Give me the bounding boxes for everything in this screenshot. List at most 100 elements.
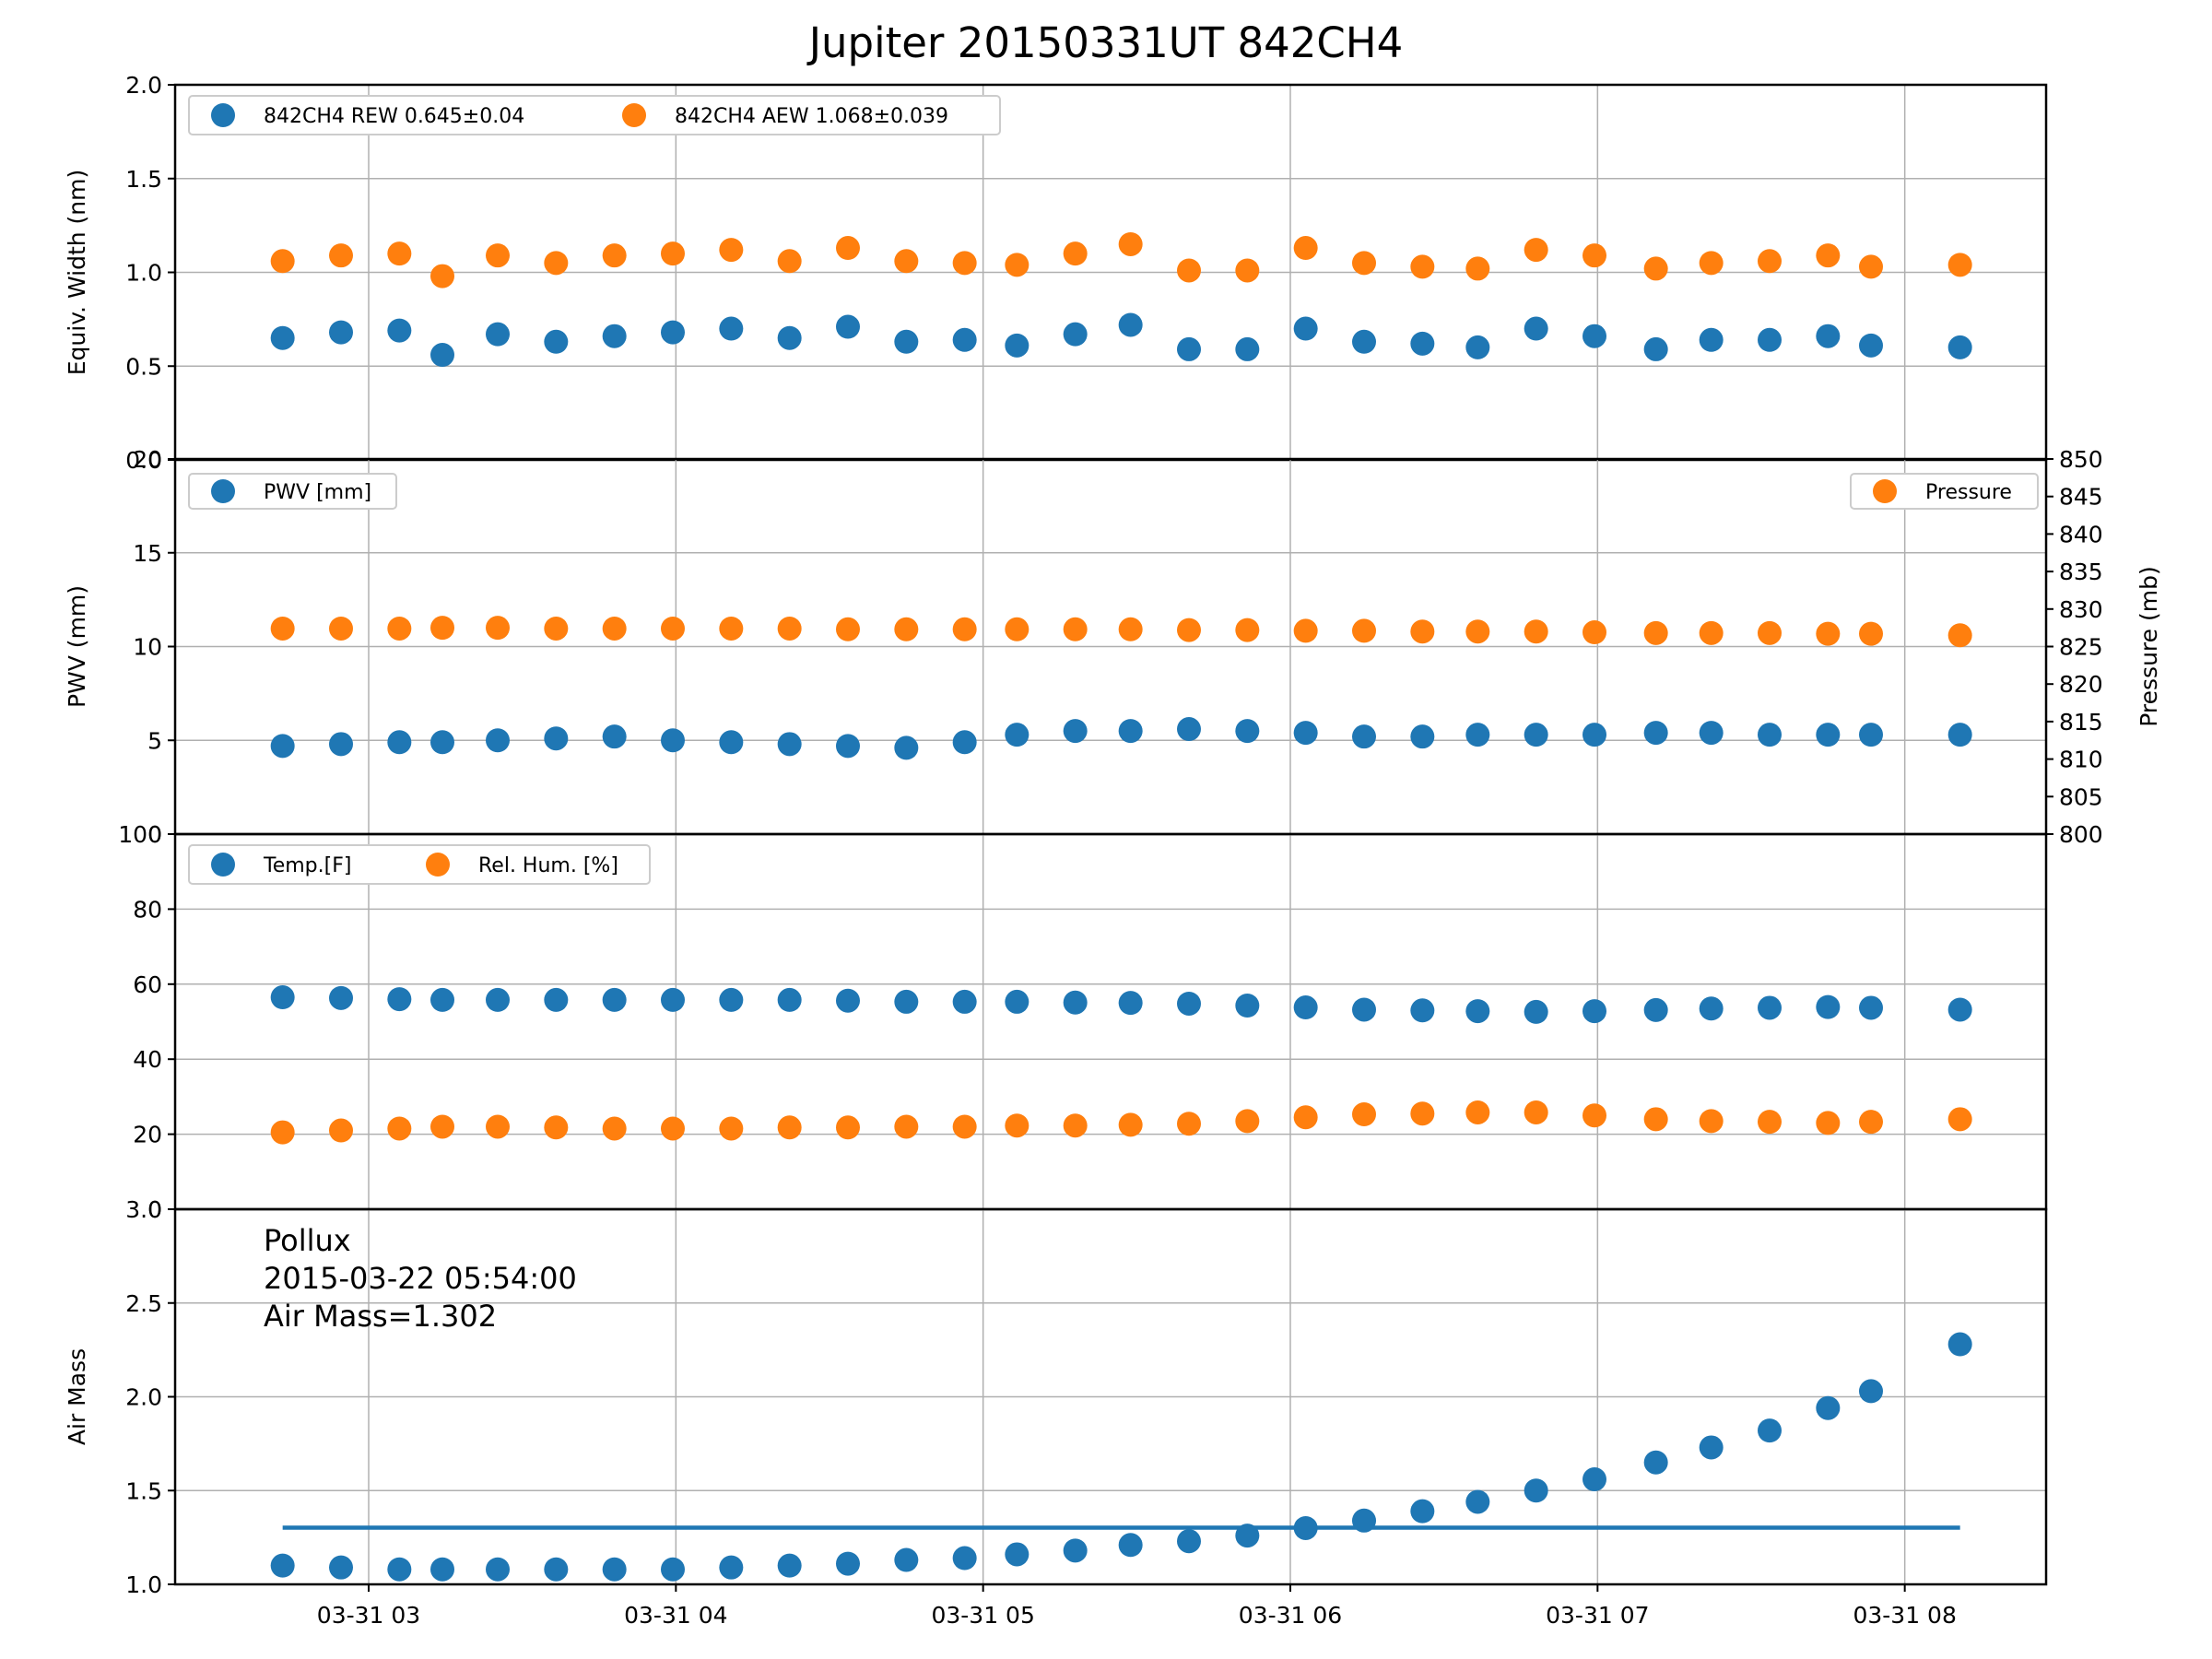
data-point	[952, 251, 977, 276]
data-point	[1118, 719, 1143, 744]
data-point	[1947, 1332, 1972, 1357]
legend-marker	[426, 853, 450, 877]
data-point	[1293, 1105, 1318, 1130]
data-point	[1583, 1103, 1606, 1128]
y-tick-label: 0	[147, 821, 162, 848]
data-point	[430, 1557, 454, 1582]
data-point	[661, 320, 685, 345]
data-point	[1643, 997, 1668, 1022]
data-point	[1758, 995, 1782, 1020]
x-tick-label: 03-31 08	[1853, 1602, 1956, 1629]
y2-tick-label: 845	[2059, 484, 2103, 511]
x-tick-label: 03-31 06	[1239, 1602, 1342, 1629]
legend-marker	[211, 479, 235, 503]
y2-tick-label: 825	[2059, 634, 2103, 661]
data-point	[1063, 1538, 1088, 1563]
data-point	[1816, 723, 1841, 747]
data-point	[602, 324, 627, 348]
y-tick-label: 20	[133, 1122, 162, 1148]
data-point	[544, 251, 569, 276]
data-point	[1643, 256, 1668, 281]
y-tick-label: 2.5	[125, 1290, 162, 1317]
legend-label: 842CH4 AEW 1.068±0.039	[675, 105, 948, 128]
data-point	[486, 1557, 510, 1582]
data-point	[1118, 617, 1143, 641]
panel-4: 1.0 1.5 2.0 2.5 3.0 Air Mass Pollux2015-03-22 …	[64, 1196, 2048, 1629]
data-point	[602, 987, 627, 1012]
annotation-line: Pollux	[264, 1223, 351, 1258]
data-point	[1005, 333, 1030, 358]
data-point	[329, 1118, 353, 1143]
data-point	[1177, 618, 1201, 642]
data-point	[1524, 1478, 1548, 1503]
data-point	[661, 1557, 685, 1582]
data-point	[777, 987, 802, 1012]
data-point	[1063, 617, 1088, 641]
data-point	[1524, 238, 1548, 263]
data-point	[719, 316, 744, 341]
data-point	[1235, 719, 1260, 744]
data-point	[1816, 621, 1841, 646]
data-point	[544, 1115, 569, 1140]
data-point	[1859, 1110, 1883, 1135]
data-point	[1235, 1524, 1260, 1548]
data-point	[387, 1557, 412, 1582]
data-point	[486, 1114, 510, 1139]
data-point	[1063, 719, 1088, 744]
y2-tick-label: 815	[2059, 709, 2103, 735]
data-point	[1758, 620, 1782, 645]
data-point	[1177, 991, 1201, 1016]
data-point	[1063, 241, 1088, 266]
legend-box	[1850, 473, 2039, 510]
data-point	[544, 987, 569, 1012]
data-point	[1465, 619, 1490, 644]
data-point	[1816, 243, 1841, 268]
data-point	[1758, 723, 1782, 747]
data-point	[430, 616, 454, 641]
data-point	[1524, 1100, 1548, 1124]
y-tick-label: 40	[133, 1046, 162, 1073]
data-point	[1699, 327, 1724, 352]
data-point	[1643, 336, 1668, 361]
data-point	[1465, 723, 1490, 747]
data-point	[602, 1116, 627, 1141]
data-point	[486, 728, 510, 753]
legend-marker	[622, 103, 646, 127]
data-point	[1758, 249, 1782, 274]
data-point	[952, 1114, 977, 1139]
data-point	[329, 1555, 353, 1580]
data-point	[430, 1114, 454, 1139]
legend-label: Pressure	[1925, 481, 2012, 504]
data-point	[544, 329, 569, 354]
data-point	[1816, 324, 1841, 348]
y-tick-label: 20	[133, 446, 162, 473]
y-tick-label: 1.5	[125, 166, 162, 193]
data-point	[1816, 1111, 1841, 1135]
y-tick-label: 2.0	[125, 72, 162, 99]
data-point	[1352, 997, 1376, 1022]
data-point	[1293, 316, 1318, 341]
data-point	[430, 343, 454, 368]
data-point	[1293, 721, 1318, 746]
data-point	[602, 1557, 627, 1582]
y-tick-label: 80	[133, 896, 162, 923]
data-point	[777, 732, 802, 757]
data-point	[1947, 1107, 1972, 1132]
data-point	[1758, 1418, 1782, 1443]
data-point	[1699, 1435, 1724, 1460]
data-point	[1235, 993, 1260, 1018]
data-point	[329, 320, 353, 345]
data-point	[1465, 999, 1490, 1024]
data-point	[1947, 623, 1972, 648]
y2-axis-label: Pressure (mb)	[2136, 566, 2162, 726]
data-point	[894, 249, 919, 274]
data-point	[1758, 327, 1782, 352]
data-point	[719, 1555, 744, 1580]
data-point	[1859, 723, 1883, 747]
data-point	[387, 1116, 412, 1141]
data-point	[430, 987, 454, 1012]
data-point	[1118, 991, 1143, 1016]
y-tick-label: 0	[147, 1196, 162, 1223]
panel-3: 0 20 40 60 80 100 Temp.[F] Rel. Hum. [%]	[118, 821, 2048, 1223]
chart-title: Jupiter 20150331UT 842CH4	[806, 18, 1404, 67]
